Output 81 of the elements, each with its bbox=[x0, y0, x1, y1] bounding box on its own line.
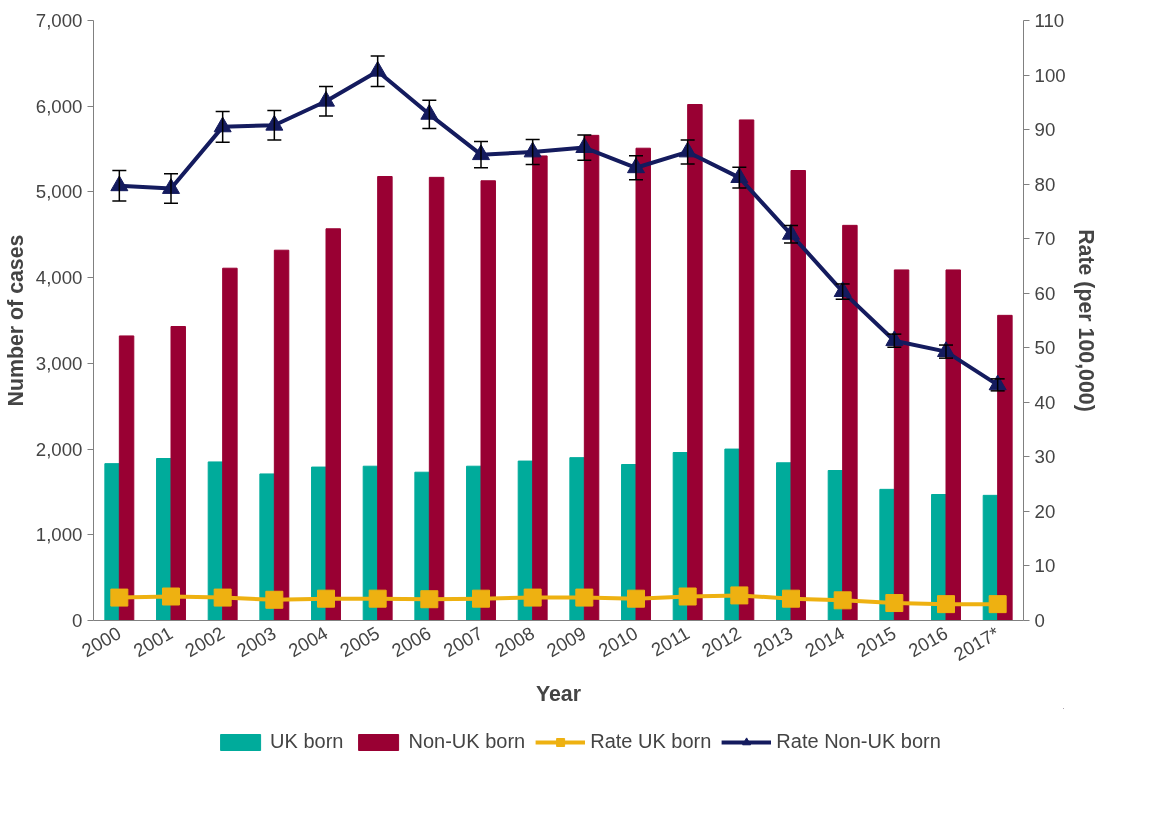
y-tick-label: 2,000 bbox=[35, 438, 83, 460]
bar bbox=[273, 249, 290, 621]
x-tick-label: 2003 bbox=[233, 622, 280, 662]
point bbox=[162, 587, 180, 606]
point bbox=[265, 590, 284, 609]
y2-tick-label: 10 bbox=[1034, 555, 1056, 577]
y2-tick-label: 80 bbox=[1034, 173, 1056, 195]
bar bbox=[532, 155, 548, 621]
y2-tick-label: 40 bbox=[1034, 391, 1056, 413]
y-tick-label: 0 bbox=[72, 610, 83, 631]
x-tick-label: 2004 bbox=[284, 622, 332, 662]
bar bbox=[997, 314, 1013, 621]
point bbox=[937, 595, 955, 614]
bar bbox=[893, 269, 910, 621]
bar bbox=[170, 326, 186, 621]
bar bbox=[945, 269, 961, 621]
y2-tick-label: 70 bbox=[1034, 228, 1056, 250]
x-tick-label: 2008 bbox=[491, 622, 538, 662]
x-tick-label: 2002 bbox=[181, 622, 228, 662]
point bbox=[627, 589, 645, 608]
x-tick-label: 2001 bbox=[129, 622, 177, 662]
point bbox=[110, 588, 129, 607]
point bbox=[213, 588, 232, 607]
point bbox=[782, 589, 800, 608]
point bbox=[730, 586, 749, 605]
y-axis-title: Number of cases bbox=[3, 234, 28, 407]
bar bbox=[480, 180, 496, 621]
x-tick-label: 2010 bbox=[594, 622, 642, 662]
y2-tick-label: 90 bbox=[1034, 119, 1056, 141]
x-tick-label: 2007 bbox=[439, 622, 487, 662]
y2-tick-label: 30 bbox=[1034, 446, 1056, 468]
bar bbox=[583, 134, 600, 621]
legend-label: UK born bbox=[270, 730, 344, 753]
bar bbox=[790, 170, 806, 621]
x-tick-label: 2006 bbox=[388, 622, 435, 662]
y2-axis-title: Rate (per 100,000) bbox=[1073, 229, 1098, 412]
y-tick-label: 3,000 bbox=[35, 352, 83, 374]
point bbox=[988, 595, 1007, 614]
bar bbox=[635, 147, 651, 621]
y2-tick-label: 50 bbox=[1034, 337, 1056, 359]
bar bbox=[738, 119, 755, 621]
y2-tick-label: 100 bbox=[1034, 64, 1066, 86]
point bbox=[523, 588, 542, 607]
y2-tick-label: 20 bbox=[1034, 500, 1056, 522]
bar bbox=[687, 104, 703, 621]
x-tick-label: 2012 bbox=[698, 622, 745, 662]
bar bbox=[842, 224, 858, 621]
y-tick-label: 5,000 bbox=[35, 181, 83, 203]
y-tick-label: 7,000 bbox=[35, 10, 83, 31]
y2-tick-label: 60 bbox=[1034, 282, 1056, 304]
x-tick-label: 2011 bbox=[647, 622, 693, 661]
x-tick-label: 2014 bbox=[801, 622, 848, 662]
point bbox=[885, 594, 904, 613]
point bbox=[420, 590, 439, 609]
bar bbox=[428, 176, 445, 621]
legend-label: Rate Non-UK born bbox=[776, 730, 941, 753]
x-tick-label: 2015 bbox=[853, 622, 900, 662]
y-tick-label: 6,000 bbox=[35, 95, 83, 117]
point bbox=[472, 589, 490, 608]
bar bbox=[325, 228, 341, 621]
point bbox=[368, 589, 387, 608]
bar bbox=[377, 176, 393, 621]
point bbox=[575, 588, 594, 607]
y-tick-label: 4,000 bbox=[35, 267, 83, 289]
legend-label: Rate UK born bbox=[590, 730, 712, 753]
x-tick-label: 2005 bbox=[336, 622, 383, 662]
y2-tick-label: 110 bbox=[1034, 10, 1065, 31]
point bbox=[833, 591, 852, 610]
y2-tick-label: 0 bbox=[1034, 610, 1045, 631]
bar bbox=[104, 463, 120, 621]
bar bbox=[724, 448, 740, 621]
legend-label: Non-UK born bbox=[408, 730, 526, 753]
x-tick-label: 2009 bbox=[543, 622, 590, 662]
y-tick-label: 1,000 bbox=[35, 524, 83, 546]
point bbox=[678, 587, 697, 606]
bar bbox=[222, 267, 238, 621]
x-tick-label: 2016 bbox=[904, 622, 952, 662]
x-tick-label: 2013 bbox=[749, 622, 797, 662]
x-axis-title: Year bbox=[535, 681, 582, 706]
bar bbox=[118, 335, 135, 621]
point bbox=[317, 589, 335, 608]
